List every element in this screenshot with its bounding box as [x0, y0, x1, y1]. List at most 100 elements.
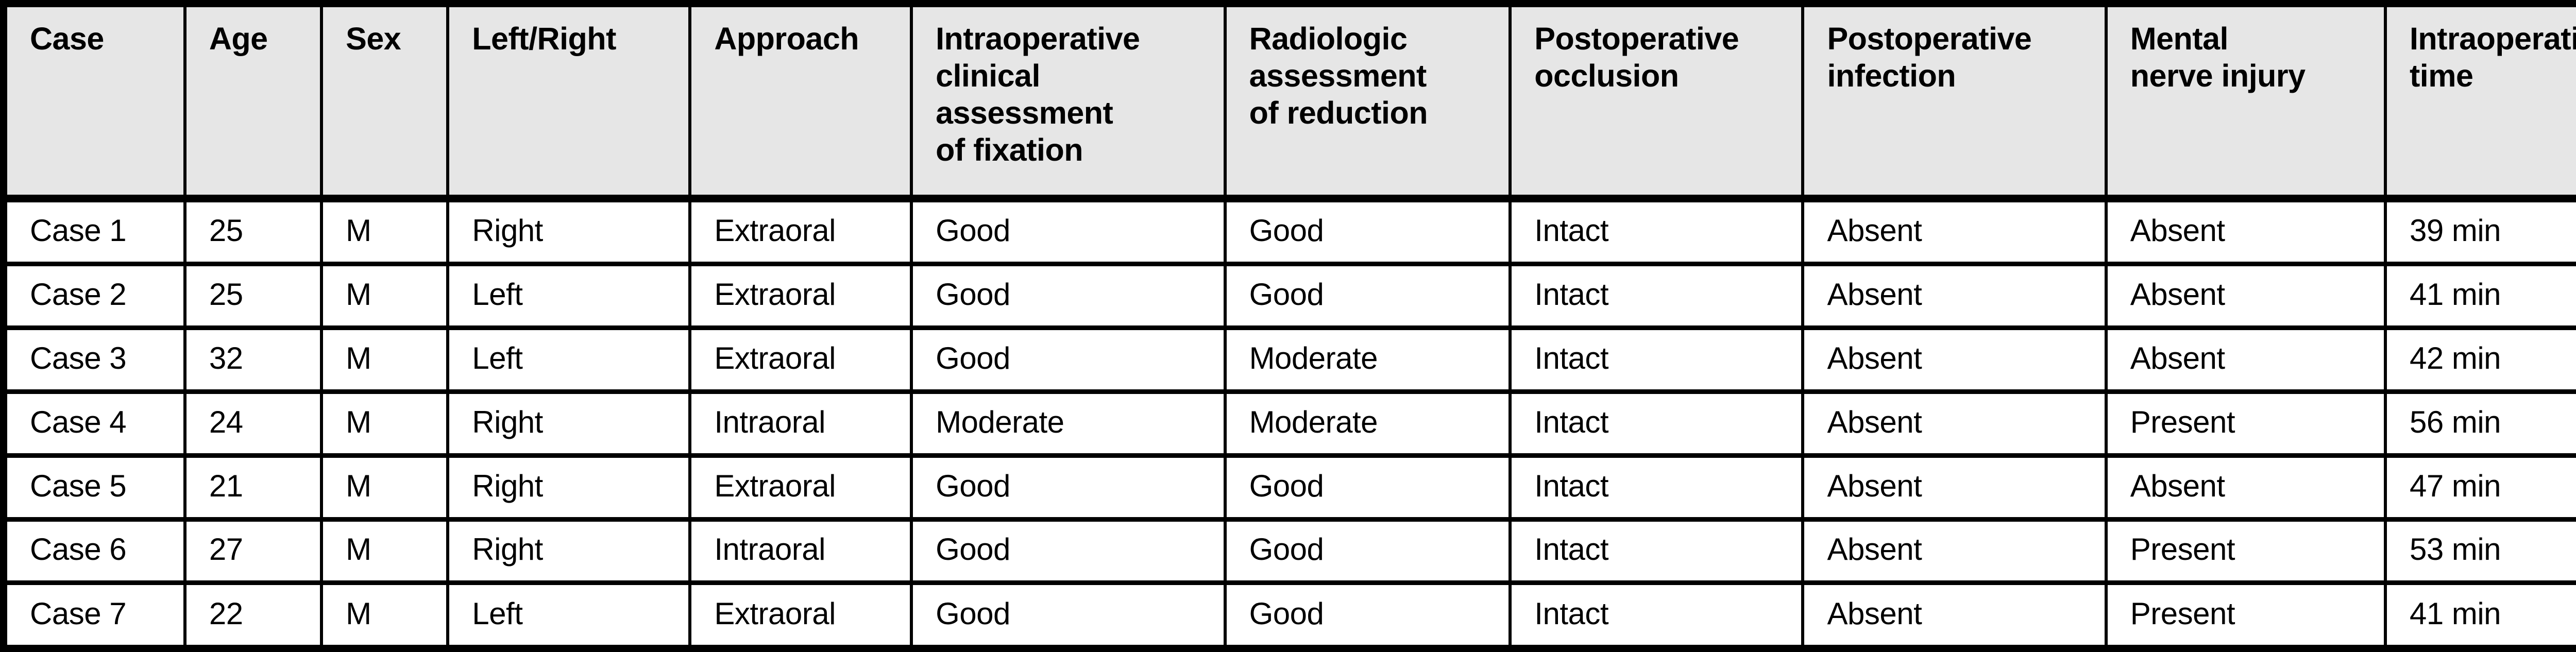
cell-age: 24: [183, 389, 324, 458]
col-header-sex: Sex: [320, 2, 450, 202]
cell-approach: Intraoral: [688, 389, 913, 458]
cell-nerve: Absent: [2104, 325, 2387, 394]
cell-reduction: Good: [1223, 517, 1512, 586]
cell-fixation: Good: [910, 453, 1227, 522]
cell-nerve: Absent: [2104, 262, 2387, 331]
col-header-left-right: Left/Right: [446, 2, 692, 202]
cell-time: 56 min: [2383, 389, 2576, 458]
cell-occlusion: Intact: [1509, 580, 1805, 651]
cell-case: Case 7: [2, 580, 187, 651]
cell-sex: M: [320, 196, 450, 267]
cell-occlusion: Intact: [1509, 196, 1805, 267]
cell-infection: Absent: [1801, 453, 2108, 522]
cell-left-right: Right: [446, 196, 692, 267]
col-header-infection: Postoperative infection: [1801, 2, 2108, 202]
cell-reduction: Good: [1223, 196, 1512, 267]
cell-nerve: Present: [2104, 389, 2387, 458]
cell-approach: Extraoral: [688, 262, 913, 331]
col-header-case: Case: [2, 2, 187, 202]
cell-nerve: Absent: [2104, 196, 2387, 267]
cell-sex: M: [320, 453, 450, 522]
col-header-nerve: Mental nerve injury: [2104, 2, 2387, 202]
cell-reduction: Good: [1223, 262, 1512, 331]
table-row-case-6: Case 6 27 M Right Intraoral Good Good In…: [2, 517, 2576, 586]
col-header-age: Age: [183, 2, 324, 202]
cell-nerve: Present: [2104, 580, 2387, 651]
cell-reduction: Good: [1223, 453, 1512, 522]
cell-approach: Extraoral: [688, 580, 913, 651]
table-row-case-5: Case 5 21 M Right Extraoral Good Good In…: [2, 453, 2576, 522]
cell-sex: M: [320, 262, 450, 331]
cell-left-right: Right: [446, 517, 692, 586]
cell-infection: Absent: [1801, 517, 2108, 586]
cell-reduction: Moderate: [1223, 325, 1512, 394]
cell-infection: Absent: [1801, 389, 2108, 458]
cell-approach: Intraoral: [688, 517, 913, 586]
cell-nerve: Present: [2104, 517, 2387, 586]
cell-nerve: Absent: [2104, 453, 2387, 522]
table-row-case-4: Case 4 24 M Right Intraoral Moderate Mod…: [2, 389, 2576, 458]
cell-age: 25: [183, 196, 324, 267]
cell-left-right: Left: [446, 580, 692, 651]
cell-approach: Extraoral: [688, 325, 913, 394]
cell-infection: Absent: [1801, 580, 2108, 651]
table-row-case-1: Case 1 25 M Right Extraoral Good Good In…: [2, 196, 2576, 267]
cell-sex: M: [320, 517, 450, 586]
cell-age: 21: [183, 453, 324, 522]
cell-sex: M: [320, 389, 450, 458]
header-row: Case Age Sex Left/Right Approach Intraop…: [2, 2, 2576, 202]
cell-approach: Extraoral: [688, 453, 913, 522]
cell-case: Case 3: [2, 325, 187, 394]
cell-age: 25: [183, 262, 324, 331]
cell-approach: Extraoral: [688, 196, 913, 267]
cell-age: 22: [183, 580, 324, 651]
cell-occlusion: Intact: [1509, 517, 1805, 586]
cell-case: Case 6: [2, 517, 187, 586]
cell-occlusion: Intact: [1509, 453, 1805, 522]
cell-case: Case 4: [2, 389, 187, 458]
cell-reduction: Moderate: [1223, 389, 1512, 458]
cell-reduction: Good: [1223, 580, 1512, 651]
cell-infection: Absent: [1801, 262, 2108, 331]
table-row-case-3: Case 3 32 M Left Extraoral Good Moderate…: [2, 325, 2576, 394]
col-header-fixation: Intraoperative clinical assessment of fi…: [910, 2, 1227, 202]
cell-left-right: Left: [446, 325, 692, 394]
cell-infection: Absent: [1801, 196, 2108, 267]
cell-fixation: Good: [910, 580, 1227, 651]
cell-left-right: Right: [446, 453, 692, 522]
table-body: Case 1 25 M Right Extraoral Good Good In…: [2, 196, 2576, 651]
cell-time: 42 min: [2383, 325, 2576, 394]
cell-time: 39 min: [2383, 196, 2576, 267]
col-header-time: Intraoperative time: [2383, 2, 2576, 202]
cell-left-right: Right: [446, 389, 692, 458]
cell-occlusion: Intact: [1509, 262, 1805, 331]
cell-case: Case 2: [2, 262, 187, 331]
cell-occlusion: Intact: [1509, 325, 1805, 394]
cell-age: 27: [183, 517, 324, 586]
cell-occlusion: Intact: [1509, 389, 1805, 458]
cell-left-right: Left: [446, 262, 692, 331]
cell-fixation: Good: [910, 196, 1227, 267]
cell-age: 32: [183, 325, 324, 394]
col-header-reduction: Radiologic assessment of reduction: [1223, 2, 1512, 202]
table-row-case-7: Case 7 22 M Left Extraoral Good Good Int…: [2, 580, 2576, 651]
cell-infection: Absent: [1801, 325, 2108, 394]
col-header-occlusion: Postoperative occlusion: [1509, 2, 1805, 202]
cell-fixation: Moderate: [910, 389, 1227, 458]
cell-case: Case 5: [2, 453, 187, 522]
cell-case: Case 1: [2, 196, 187, 267]
cell-time: 53 min: [2383, 517, 2576, 586]
cell-time: 41 min: [2383, 262, 2576, 331]
col-header-approach: Approach: [688, 2, 913, 202]
cell-fixation: Good: [910, 262, 1227, 331]
cell-time: 41 min: [2383, 580, 2576, 651]
cell-sex: M: [320, 580, 450, 651]
cell-time: 47 min: [2383, 453, 2576, 522]
table-row-case-2: Case 2 25 M Left Extraoral Good Good Int…: [2, 262, 2576, 331]
table-header: Case Age Sex Left/Right Approach Intraop…: [2, 2, 2576, 202]
cell-fixation: Good: [910, 517, 1227, 586]
cell-sex: M: [320, 325, 450, 394]
cell-fixation: Good: [910, 325, 1227, 394]
